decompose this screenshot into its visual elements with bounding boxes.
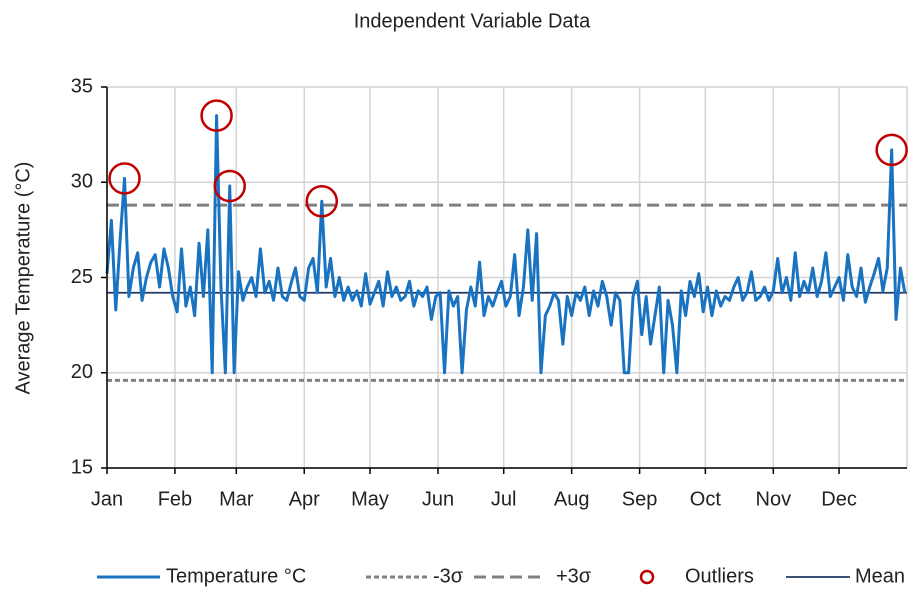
legend-label: -3σ bbox=[433, 565, 464, 587]
legend-marker bbox=[639, 569, 655, 585]
y-tick-label: 25 bbox=[71, 266, 93, 288]
y-tick-label: 20 bbox=[71, 361, 93, 383]
outlier-marker bbox=[213, 169, 246, 203]
legend-label: Temperature °C bbox=[166, 565, 306, 587]
x-tick-label: Apr bbox=[289, 488, 320, 510]
temperature-line bbox=[105, 114, 907, 375]
outlier-marker bbox=[875, 133, 908, 167]
legend-label: +3σ bbox=[556, 565, 592, 587]
x-tick-label: Mar bbox=[219, 488, 254, 510]
outlier-marker bbox=[108, 162, 141, 195]
x-tick-label: Sep bbox=[622, 488, 658, 510]
y-axis-label: Average Temperature (°C) bbox=[12, 162, 34, 395]
legend-label: Mean bbox=[855, 565, 905, 587]
x-tick-label: Feb bbox=[158, 488, 192, 510]
x-tick-label: Jan bbox=[91, 488, 123, 510]
y-tick-label: 35 bbox=[71, 75, 93, 97]
y-tick-label: 15 bbox=[71, 456, 93, 478]
legend-label: Outliers bbox=[685, 565, 754, 587]
x-tick-label: Nov bbox=[756, 488, 792, 510]
x-tick-label: Jul bbox=[491, 488, 517, 510]
chart-title: Independent Variable Data bbox=[354, 10, 591, 32]
y-tick-label: 30 bbox=[71, 171, 93, 193]
x-tick-label: Oct bbox=[690, 488, 722, 510]
x-tick-label: Aug bbox=[554, 488, 590, 510]
outlier-marker bbox=[200, 99, 233, 132]
outlier-marker bbox=[305, 185, 339, 218]
x-tick-label: Jun bbox=[422, 488, 454, 510]
x-tick-label: Dec bbox=[821, 488, 857, 510]
x-tick-label: May bbox=[351, 488, 389, 510]
